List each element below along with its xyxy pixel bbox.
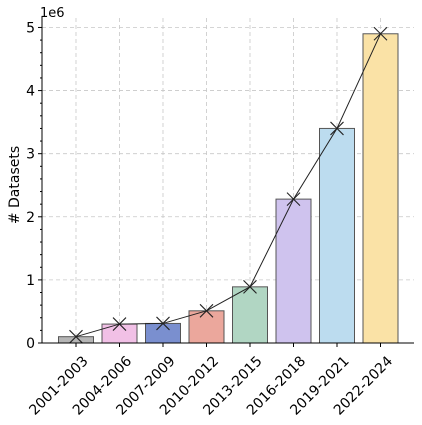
y-axis-label: # Datasets	[7, 146, 23, 224]
trend-line	[75, 33, 381, 338]
data-point-marker	[330, 121, 344, 136]
bar-2010-2012	[188, 310, 225, 344]
bars	[58, 33, 399, 344]
y-tick-label: 1	[26, 273, 35, 289]
axes	[38, 16, 414, 347]
trend-line-group	[69, 26, 388, 344]
y-tick-label: 3	[26, 147, 35, 163]
data-point-marker	[199, 303, 214, 318]
y-offset-label: 1e6	[40, 6, 65, 21]
bar-2019-2021	[319, 127, 355, 344]
y-tick-label: 4	[26, 84, 35, 100]
data-point-marker	[69, 329, 83, 344]
data-point-marker	[286, 192, 301, 207]
data-point-marker	[373, 26, 388, 41]
y-tick-label: 5	[26, 20, 35, 36]
y-tick-label: 0	[26, 336, 35, 352]
bar-2022-2024	[362, 33, 399, 344]
data-point-marker	[156, 316, 170, 331]
bar-2001-2003	[58, 336, 94, 344]
bar-2013-2015	[232, 286, 268, 344]
bar-2007-2009	[145, 322, 181, 344]
bar-2016-2018	[275, 198, 312, 344]
bar-2004-2006	[101, 323, 138, 344]
data-point-marker	[243, 279, 257, 294]
y-tick-label: 2	[26, 210, 35, 226]
grid	[42, 18, 414, 344]
data-point-marker	[112, 317, 127, 331]
